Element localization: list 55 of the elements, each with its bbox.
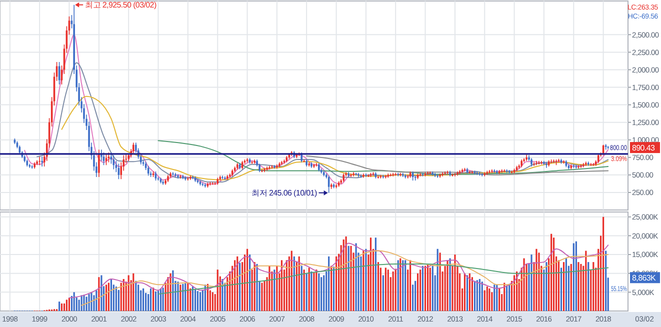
line-series: [36, 62, 609, 182]
annotation: 최저 245.06 (10/01): [252, 188, 318, 198]
candlestick: [300, 152, 303, 163]
candlestick: [436, 174, 438, 178]
candlestick: [274, 164, 276, 170]
candlestick: [190, 175, 192, 180]
candlestick: [360, 174, 362, 178]
candlestick: [112, 154, 115, 170]
line-series: [24, 34, 609, 185]
candlestick: [222, 175, 224, 180]
candlestick: [446, 170, 448, 175]
candlestick: [102, 152, 105, 166]
annotation: 890.43: [632, 143, 656, 152]
line-series: [158, 263, 609, 295]
candlestick: [177, 174, 179, 179]
candlestick: [493, 168, 496, 174]
candlestick: [484, 172, 486, 177]
annotation: 8,863K: [632, 273, 657, 282]
candlestick: [578, 164, 580, 170]
candlestick: [399, 172, 402, 177]
candlestick: [397, 172, 400, 177]
line-series: [81, 250, 609, 306]
candlestick: [442, 172, 444, 177]
line-series: [158, 140, 609, 175]
candlestick: [491, 168, 493, 174]
candlestick: [108, 152, 110, 163]
candlestick: [523, 158, 525, 163]
candlestick: [31, 164, 33, 170]
candlestick: [41, 156, 43, 167]
line-series: [61, 96, 609, 180]
candlestick: [597, 153, 600, 164]
candlestick: [533, 162, 535, 166]
candlestick: [352, 172, 354, 177]
candlestick: [481, 172, 484, 177]
candlestick: [486, 170, 488, 176]
candlestick: [313, 163, 315, 168]
candlestick: [538, 160, 540, 165]
candlestick: [224, 176, 226, 180]
candlestick: [392, 172, 394, 177]
candlestick: [98, 149, 100, 178]
candlestick: [271, 164, 273, 170]
candlestick: [526, 154, 528, 162]
candlestick: [172, 172, 174, 176]
candlestick: [105, 153, 108, 166]
candlestick: [268, 165, 270, 170]
candlestick: [587, 161, 590, 166]
candlestick: [28, 163, 31, 168]
candlestick: [132, 142, 134, 154]
candlestick: [454, 172, 456, 177]
line-series: [68, 242, 609, 298]
candlestick: [585, 161, 587, 166]
candlestick: [162, 180, 164, 186]
candlestick: [536, 160, 538, 166]
line-series: [306, 155, 609, 176]
annotation: 최고 2,925.50 (03/02): [85, 0, 157, 10]
